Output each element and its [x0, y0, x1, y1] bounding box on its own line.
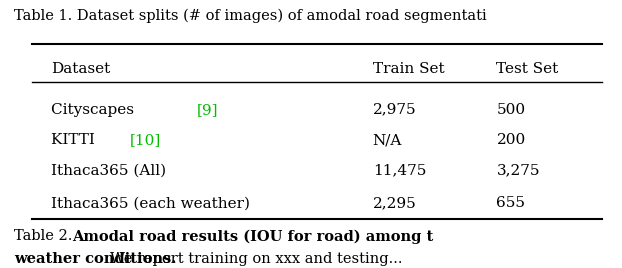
Text: Dataset: Dataset — [51, 62, 110, 76]
Text: Table 1. Dataset splits (# of images) of amodal road segmentati: Table 1. Dataset splits (# of images) of… — [14, 9, 486, 23]
Text: Train Set: Train Set — [373, 62, 444, 76]
Text: 655: 655 — [496, 196, 526, 210]
Text: 3,275: 3,275 — [496, 163, 540, 177]
Text: 500: 500 — [496, 103, 526, 117]
Text: Amodal road results (IOU for road) among t: Amodal road results (IOU for road) among… — [73, 229, 434, 244]
Text: Ithaca365 (All): Ithaca365 (All) — [51, 163, 166, 177]
Text: 200: 200 — [496, 133, 526, 147]
Text: KITTI: KITTI — [51, 133, 100, 147]
Text: 11,475: 11,475 — [373, 163, 426, 177]
Text: Test Set: Test Set — [496, 62, 559, 76]
Text: Ithaca365 (each weather): Ithaca365 (each weather) — [51, 196, 250, 210]
Text: Cityscapes: Cityscapes — [51, 103, 139, 117]
Text: weather conditions.: weather conditions. — [14, 252, 176, 266]
Text: N/A: N/A — [373, 133, 402, 147]
Text: We report training on xxx and testing...: We report training on xxx and testing... — [109, 252, 402, 266]
Text: Table 2.: Table 2. — [14, 229, 72, 243]
Text: 2,975: 2,975 — [373, 103, 416, 117]
Text: [10]: [10] — [130, 133, 161, 147]
Text: [9]: [9] — [197, 103, 218, 117]
Text: 2,295: 2,295 — [373, 196, 417, 210]
